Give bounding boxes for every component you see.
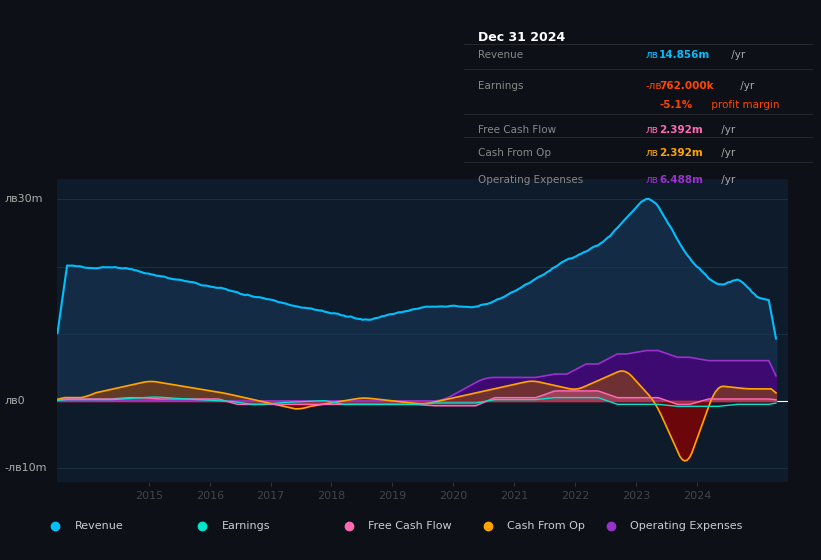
Text: лв: лв: [645, 125, 658, 135]
Text: лв: лв: [645, 50, 658, 60]
Text: лв: лв: [645, 175, 658, 185]
Text: /yr: /yr: [737, 81, 754, 91]
Text: Free Cash Flow: Free Cash Flow: [478, 125, 556, 135]
Text: 2.392m: 2.392m: [659, 125, 703, 135]
Text: Earnings: Earnings: [478, 81, 523, 91]
Text: Earnings: Earnings: [222, 521, 270, 531]
Text: Revenue: Revenue: [478, 50, 523, 60]
Text: Cash From Op: Cash From Op: [478, 148, 551, 158]
Text: Cash From Op: Cash From Op: [507, 521, 585, 531]
Text: /yr: /yr: [718, 125, 735, 135]
Text: Dec 31 2024: Dec 31 2024: [478, 30, 565, 44]
Text: 14.856m: 14.856m: [659, 50, 710, 60]
Text: -лв: -лв: [645, 81, 662, 91]
Text: /yr: /yr: [718, 175, 735, 185]
Text: лв: лв: [645, 148, 658, 158]
Text: Free Cash Flow: Free Cash Flow: [368, 521, 452, 531]
Text: -5.1%: -5.1%: [659, 100, 692, 110]
Text: Revenue: Revenue: [75, 521, 123, 531]
Text: Operating Expenses: Operating Expenses: [631, 521, 743, 531]
Text: лв30m: лв30m: [4, 194, 43, 204]
Text: 762.000k: 762.000k: [659, 81, 714, 91]
Text: 2.392m: 2.392m: [659, 148, 703, 158]
Text: Operating Expenses: Operating Expenses: [478, 175, 583, 185]
Text: /yr: /yr: [718, 148, 735, 158]
Text: 6.488m: 6.488m: [659, 175, 704, 185]
Text: profit margin: profit margin: [708, 100, 780, 110]
Text: лв0: лв0: [4, 396, 25, 406]
Text: /yr: /yr: [727, 50, 745, 60]
Text: -лв10m: -лв10m: [4, 463, 47, 473]
